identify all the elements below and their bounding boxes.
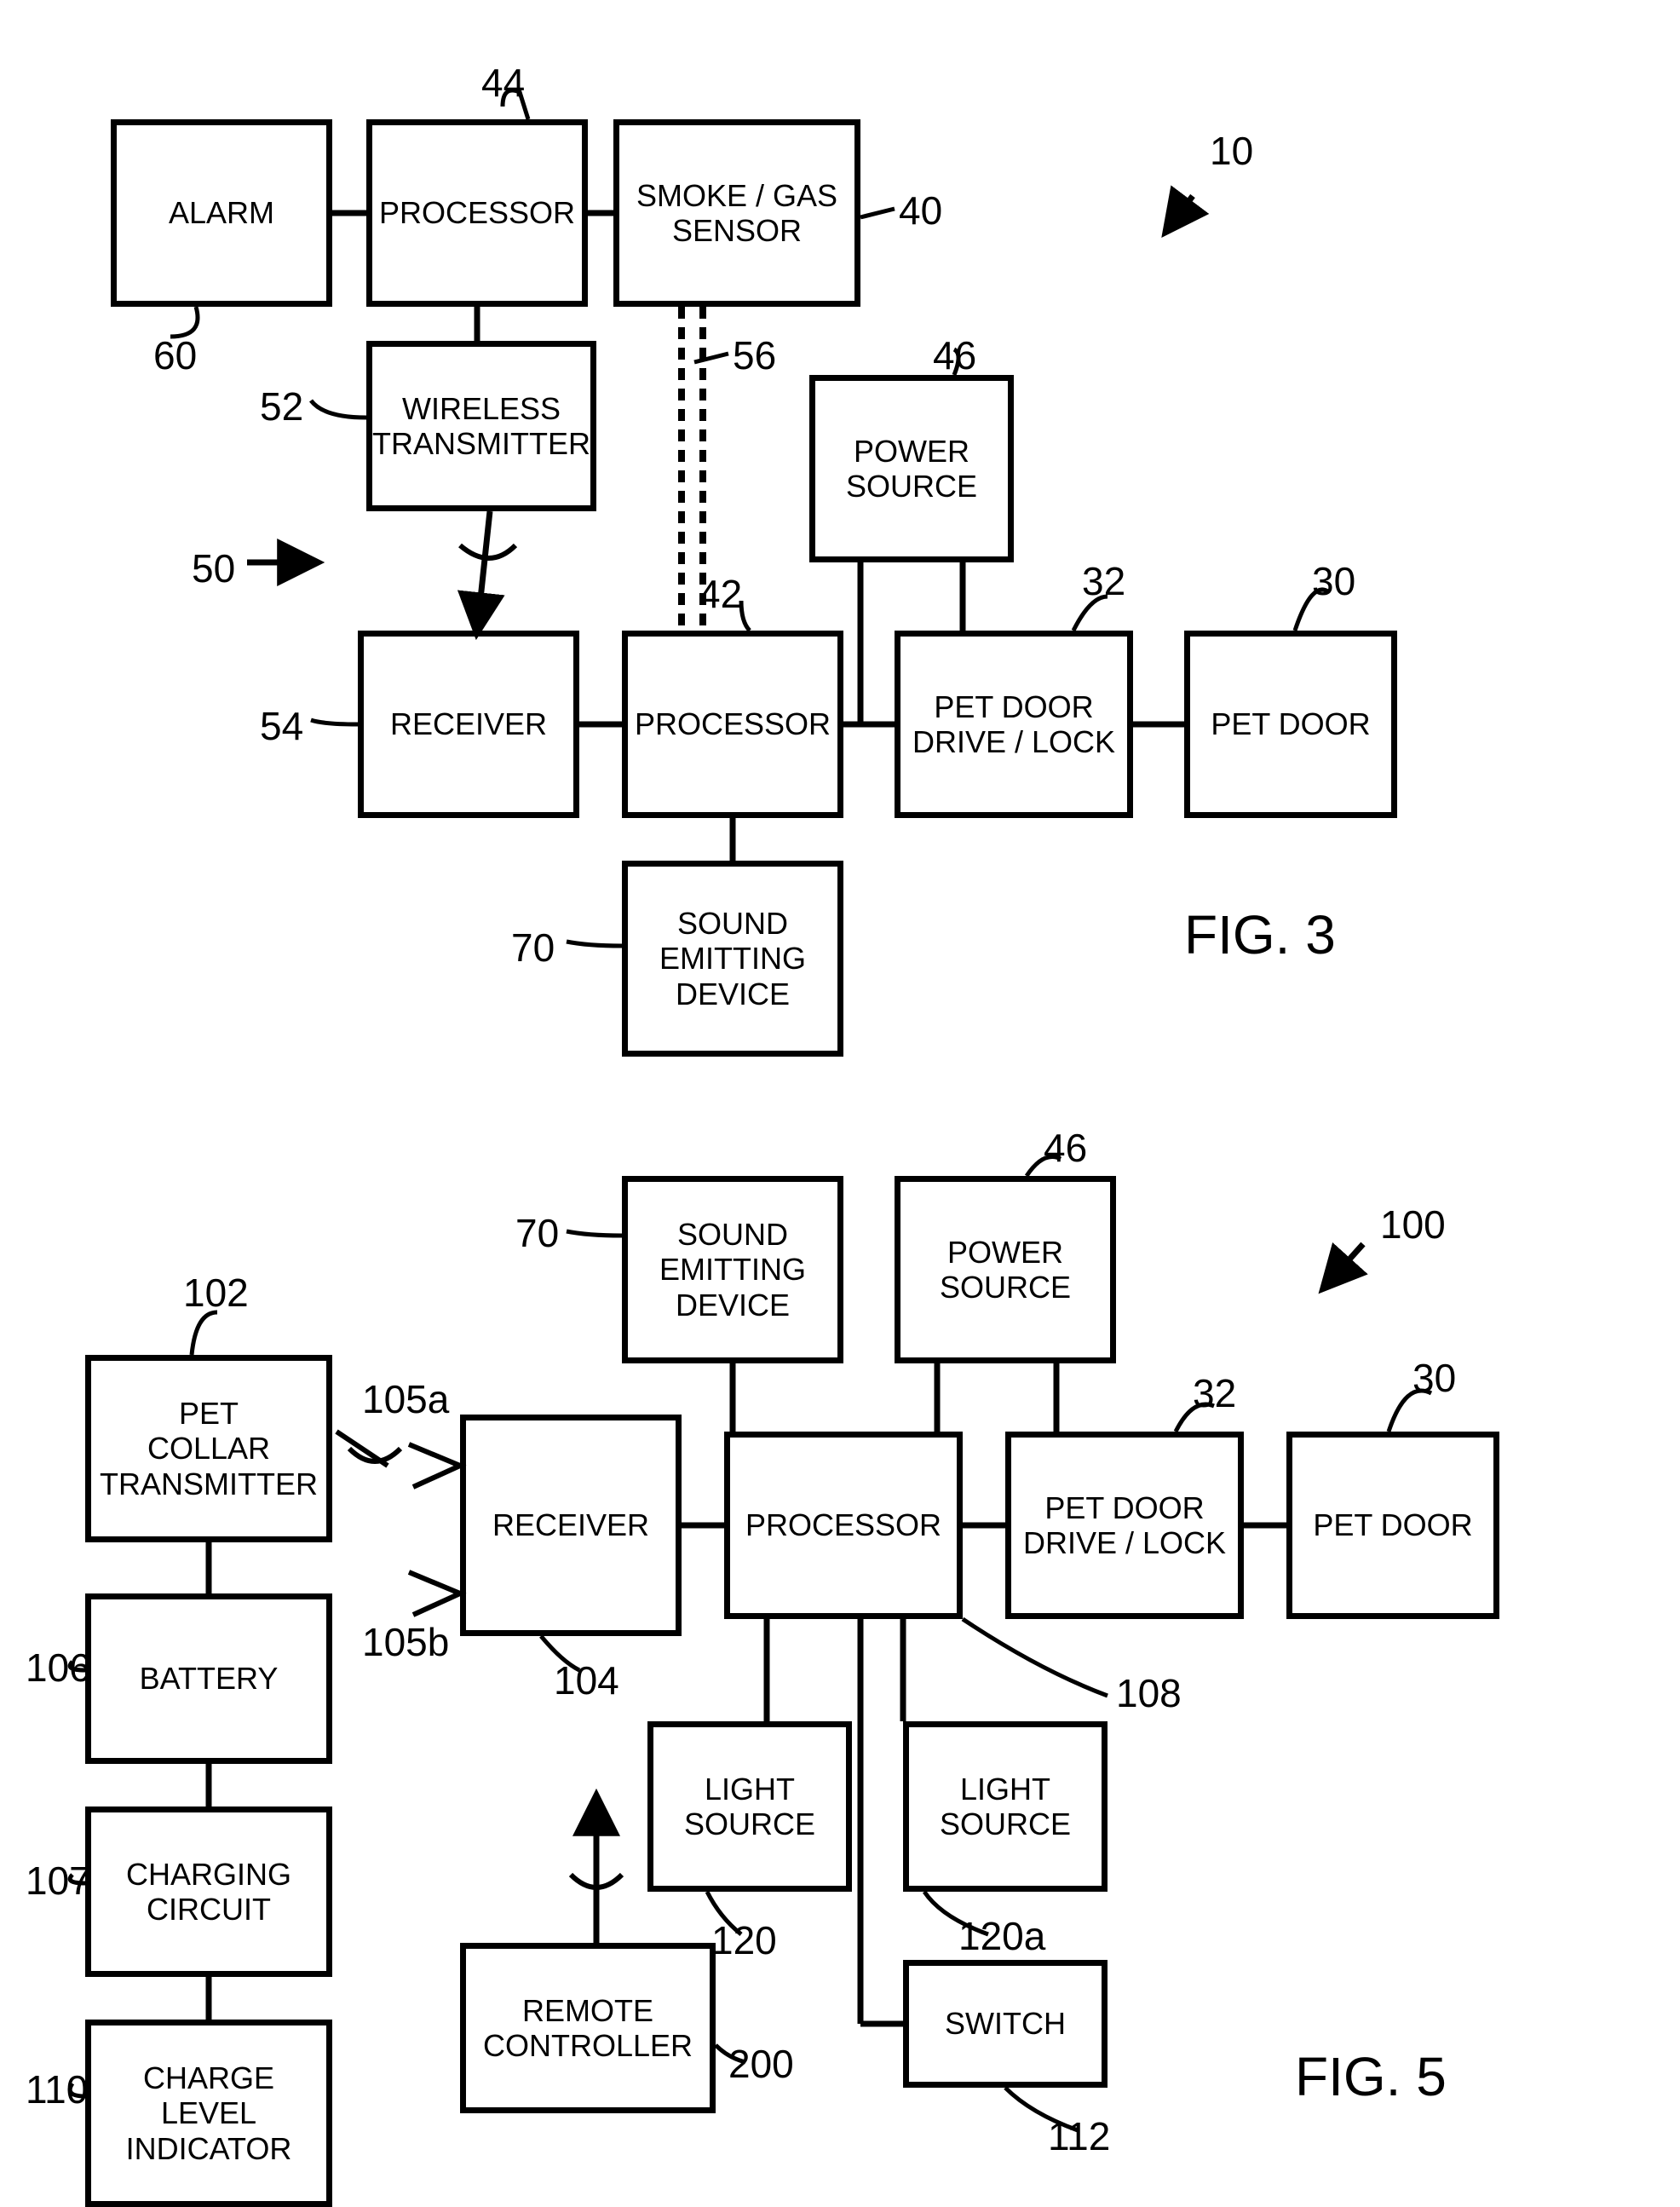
fig5-title: FIG. 5 [1295, 2045, 1447, 2108]
fig5-drive-box: PET DOORDRIVE / LOCK [1005, 1432, 1244, 1619]
fig5-sound-box: SOUNDEMITTINGDEVICE [622, 1176, 843, 1363]
fig3-ref-54: 54 [260, 703, 303, 749]
fig5-ref-120: 120 [711, 1917, 777, 1963]
fig5-sound-label: SOUNDEMITTINGDEVICE [659, 1217, 806, 1322]
fig5-light1-label: LIGHTSOURCE [684, 1772, 815, 1842]
fig5-ref-102: 102 [183, 1270, 249, 1316]
fig3-ref-70: 70 [511, 925, 555, 971]
fig5-ref-112: 112 [1048, 2113, 1110, 2159]
fig3-processor2-label: PROCESSOR [635, 706, 831, 741]
fig5-drive-label: PET DOORDRIVE / LOCK [1023, 1490, 1226, 1561]
fig3-processor2-box: PROCESSOR [622, 631, 843, 818]
fig3-ref-10: 10 [1210, 128, 1253, 174]
fig3-ref-50: 50 [192, 545, 235, 591]
fig3-power-box: POWERSOURCE [809, 375, 1014, 562]
fig5-receiver-box: RECEIVER [460, 1415, 682, 1636]
fig3-sound-label: SOUNDEMITTINGDEVICE [659, 906, 806, 1011]
fig5-ref-100: 100 [1380, 1201, 1446, 1248]
fig5-collar-label: PETCOLLARTRANSMITTER [100, 1396, 318, 1501]
fig3-smoke-box: SMOKE / GASSENSOR [613, 119, 860, 307]
fig5-power-box: POWERSOURCE [895, 1176, 1116, 1363]
fig3-smoke-label: SMOKE / GASSENSOR [636, 178, 837, 249]
fig5-receiver-label: RECEIVER [492, 1507, 649, 1542]
fig5-remote-box: REMOTECONTROLLER [460, 1943, 716, 2113]
fig3-ref-40: 40 [899, 187, 942, 233]
fig3-processor1-box: PROCESSOR [366, 119, 588, 307]
fig3-alarm-box: ALARM [111, 119, 332, 307]
fig5-ref-105b: 105b [362, 1619, 449, 1665]
fig3-ref-46: 46 [933, 332, 976, 378]
fig5-ref-200: 200 [728, 2041, 794, 2087]
fig5-light2-box: LIGHTSOURCE [903, 1721, 1108, 1892]
fig5-power-label: POWERSOURCE [940, 1235, 1071, 1305]
fig3-alarm-label: ALARM [169, 195, 274, 230]
fig3-ref-56: 56 [733, 332, 776, 378]
fig3-door-box: PET DOOR [1184, 631, 1397, 818]
fig5-battery-label: BATTERY [140, 1661, 279, 1696]
fig3-receiver-box: RECEIVER [358, 631, 579, 818]
fig3-title: FIG. 3 [1184, 903, 1336, 966]
fig5-ref-70: 70 [515, 1210, 559, 1256]
fig5-ref-104: 104 [554, 1657, 619, 1703]
fig5-ref-32: 32 [1193, 1370, 1236, 1416]
fig3-receiver-label: RECEIVER [390, 706, 547, 741]
fig5-collar-box: PETCOLLARTRANSMITTER [85, 1355, 332, 1542]
fig5-battery-box: BATTERY [85, 1593, 332, 1764]
fig5-processor-box: PROCESSOR [724, 1432, 963, 1619]
fig3-sound-box: SOUNDEMITTINGDEVICE [622, 861, 843, 1057]
fig5-remote-label: REMOTECONTROLLER [483, 1993, 693, 2064]
fig3-processor1-label: PROCESSOR [379, 195, 575, 230]
fig5-ref-106: 106 [26, 1645, 91, 1691]
fig3-ref-32: 32 [1082, 558, 1125, 604]
fig3-ref-30: 30 [1312, 558, 1355, 604]
fig3-door-label: PET DOOR [1211, 706, 1370, 741]
fig3-wireless-label: WIRELESSTRANSMITTER [372, 391, 590, 462]
fig5-ref-110: 110 [26, 2066, 88, 2112]
fig3-ref-44: 44 [481, 60, 525, 106]
fig5-ref-105a: 105a [362, 1376, 449, 1422]
fig5-ref-107: 107 [26, 1858, 91, 1904]
fig5-ref-120a: 120a [958, 1913, 1045, 1959]
fig5-charge-label: CHARGELEVELINDICATOR [126, 2060, 292, 2166]
fig5-switch-label: SWITCH [945, 2006, 1066, 2041]
page: ALARM PROCESSOR SMOKE / GASSENSOR WIRELE… [0, 0, 1680, 2186]
fig3-drive-label: PET DOORDRIVE / LOCK [912, 689, 1115, 760]
fig3-ref-42: 42 [699, 571, 742, 617]
fig3-ref-60: 60 [153, 332, 197, 378]
fig5-light2-label: LIGHTSOURCE [940, 1772, 1071, 1842]
fig5-ref-30: 30 [1412, 1355, 1456, 1401]
fig5-door-box: PET DOOR [1286, 1432, 1499, 1619]
fig5-charging-box: CHARGINGCIRCUIT [85, 1807, 332, 1977]
fig5-ref-108: 108 [1116, 1670, 1182, 1716]
fig5-light1-box: LIGHTSOURCE [647, 1721, 852, 1892]
fig5-door-label: PET DOOR [1313, 1507, 1472, 1542]
fig3-drive-box: PET DOORDRIVE / LOCK [895, 631, 1133, 818]
fig5-processor-label: PROCESSOR [745, 1507, 941, 1542]
fig3-ref-52: 52 [260, 383, 303, 429]
fig5-charging-label: CHARGINGCIRCUIT [126, 1857, 291, 1928]
fig3-wireless-box: WIRELESSTRANSMITTER [366, 341, 596, 511]
fig5-ref-46: 46 [1044, 1125, 1087, 1171]
fig5-charge-box: CHARGELEVELINDICATOR [85, 2020, 332, 2207]
fig3-power-label: POWERSOURCE [846, 434, 977, 504]
fig5-switch-box: SWITCH [903, 1960, 1108, 2088]
